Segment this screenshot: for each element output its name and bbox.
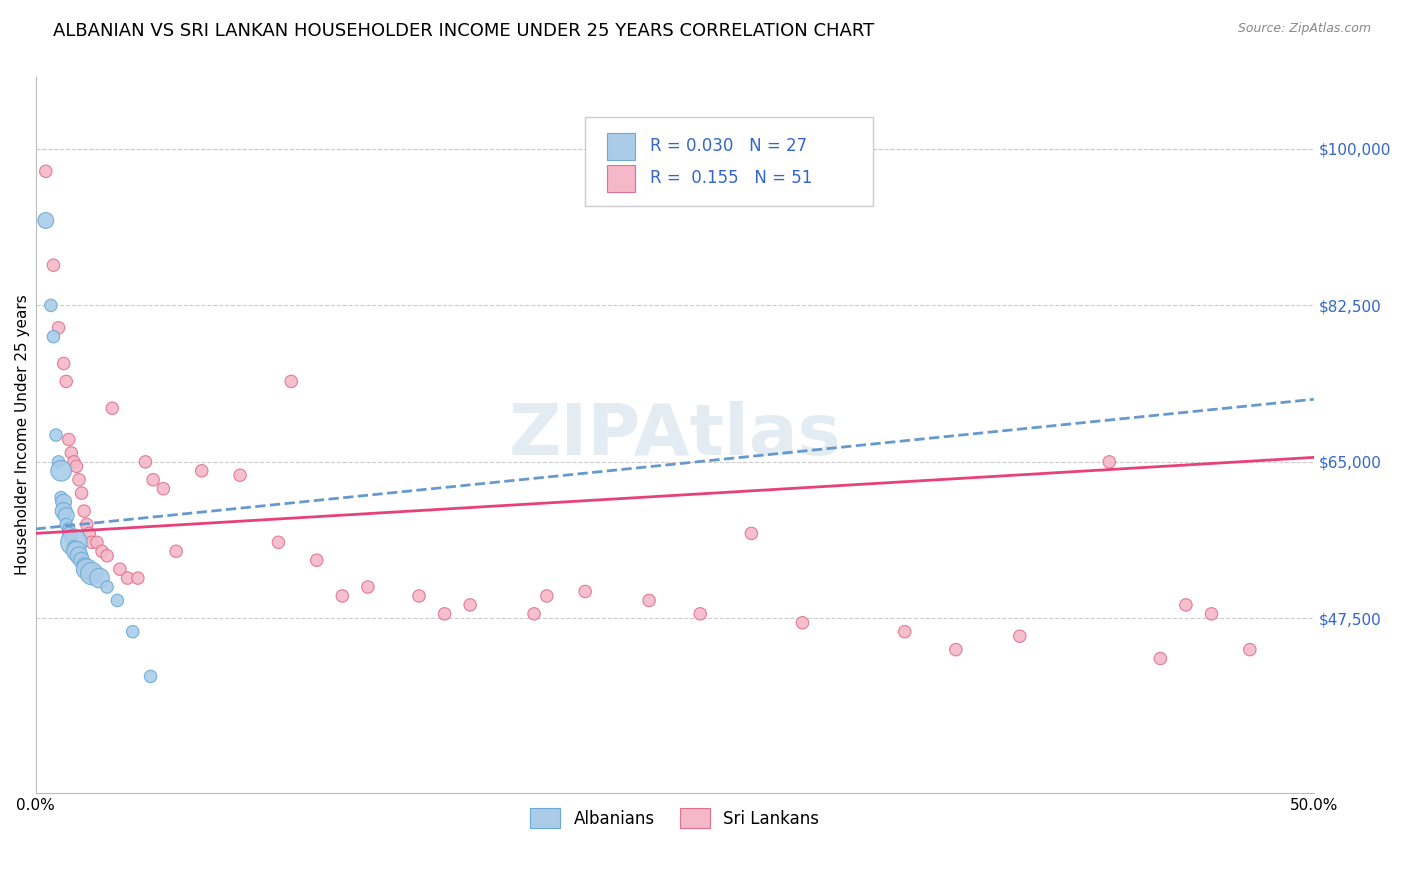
Point	[121, 624, 143, 639]
Point	[740, 526, 762, 541]
Point	[67, 473, 90, 487]
Point	[117, 571, 139, 585]
Point	[1201, 607, 1223, 621]
Point	[458, 598, 481, 612]
Point	[58, 433, 80, 447]
Text: R =  0.155   N = 51: R = 0.155 N = 51	[651, 169, 813, 187]
Point	[408, 589, 430, 603]
Point	[330, 589, 353, 603]
Point	[80, 535, 103, 549]
Point	[1008, 629, 1031, 643]
Legend: Albanians, Sri Lankans: Albanians, Sri Lankans	[523, 802, 825, 834]
Point	[73, 558, 96, 572]
Point	[58, 522, 80, 536]
Point	[42, 258, 65, 272]
Point	[45, 428, 67, 442]
Point	[523, 607, 546, 621]
Point	[433, 607, 456, 621]
Point	[945, 642, 967, 657]
Point	[96, 549, 118, 563]
Point	[638, 593, 661, 607]
Point	[48, 455, 70, 469]
FancyBboxPatch shape	[607, 165, 636, 192]
FancyBboxPatch shape	[607, 133, 636, 160]
Point	[1149, 651, 1171, 665]
Point	[267, 535, 290, 549]
Point	[1174, 598, 1197, 612]
Point	[142, 473, 165, 487]
Point	[280, 375, 302, 389]
Point	[689, 607, 711, 621]
Point	[134, 455, 156, 469]
Point	[190, 464, 212, 478]
Point	[165, 544, 187, 558]
Point	[52, 504, 75, 518]
Point	[60, 446, 83, 460]
Text: ALBANIAN VS SRI LANKAN HOUSEHOLDER INCOME UNDER 25 YEARS CORRELATION CHART: ALBANIAN VS SRI LANKAN HOUSEHOLDER INCOM…	[53, 22, 875, 40]
Point	[55, 375, 77, 389]
Point	[63, 455, 86, 469]
Point	[63, 535, 86, 549]
Point	[536, 589, 558, 603]
Point	[101, 401, 124, 416]
Point	[80, 566, 103, 581]
Point	[65, 544, 87, 558]
Point	[52, 495, 75, 509]
Point	[127, 571, 149, 585]
Point	[70, 553, 93, 567]
Point	[792, 615, 814, 630]
Point	[39, 298, 62, 312]
Point	[1098, 455, 1121, 469]
Text: ZIPAtlas: ZIPAtlas	[509, 401, 841, 469]
Point	[55, 517, 77, 532]
Point	[139, 669, 162, 683]
Point	[65, 459, 87, 474]
Point	[89, 571, 111, 585]
Y-axis label: Householder Income Under 25 years: Householder Income Under 25 years	[15, 294, 30, 575]
Point	[49, 464, 72, 478]
Point	[49, 491, 72, 505]
Point	[70, 486, 93, 500]
Point	[77, 526, 100, 541]
Point	[48, 320, 70, 334]
Point	[108, 562, 131, 576]
Point	[96, 580, 118, 594]
Point	[76, 517, 98, 532]
Point	[55, 508, 77, 523]
Point	[63, 540, 86, 554]
Point	[574, 584, 596, 599]
Text: R = 0.030   N = 27: R = 0.030 N = 27	[651, 137, 807, 155]
Point	[76, 562, 98, 576]
Point	[105, 593, 128, 607]
Point	[35, 213, 58, 227]
Point	[152, 482, 174, 496]
Point	[67, 549, 90, 563]
Point	[52, 357, 75, 371]
Point	[91, 544, 114, 558]
Point	[305, 553, 328, 567]
Point	[42, 329, 65, 343]
Point	[1239, 642, 1261, 657]
Point	[893, 624, 915, 639]
Text: Source: ZipAtlas.com: Source: ZipAtlas.com	[1237, 22, 1371, 36]
Point	[35, 164, 58, 178]
Point	[357, 580, 380, 594]
Point	[229, 468, 252, 483]
FancyBboxPatch shape	[585, 117, 873, 206]
Point	[58, 526, 80, 541]
Point	[86, 535, 108, 549]
Point	[73, 504, 96, 518]
Point	[60, 531, 83, 545]
